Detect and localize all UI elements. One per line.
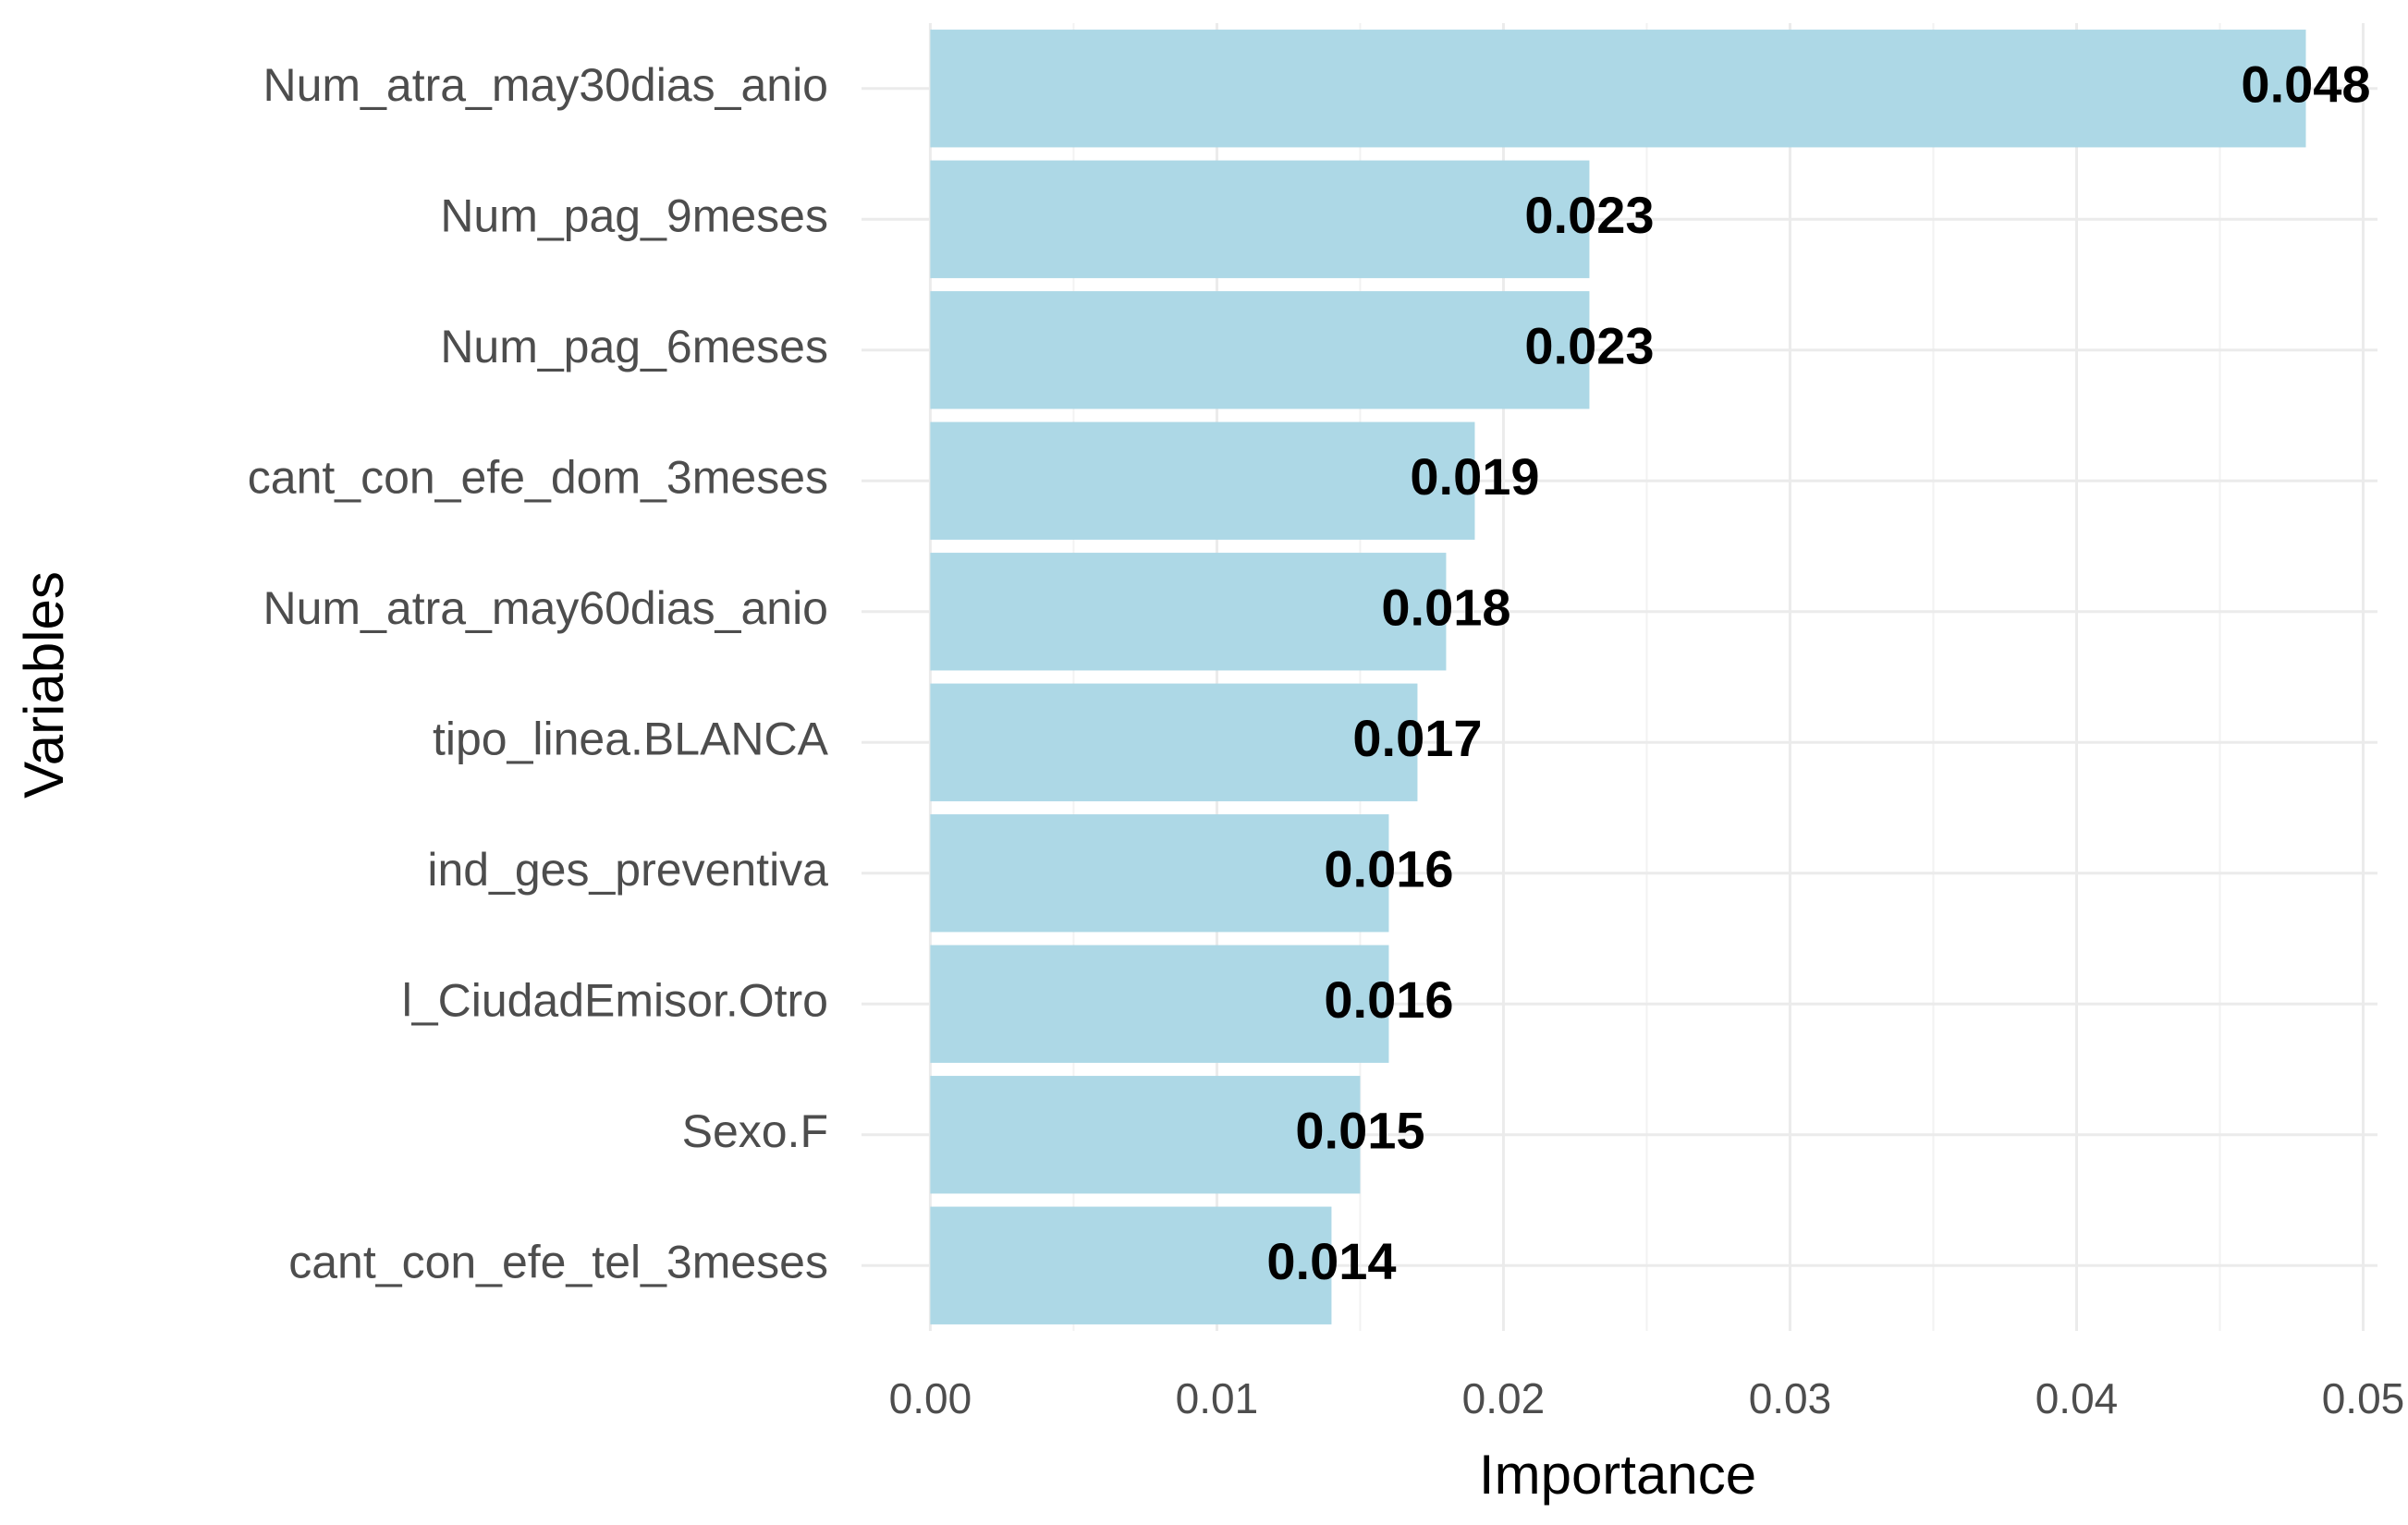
- data-label: 0.014: [1266, 1232, 1396, 1290]
- bar: [930, 1206, 1332, 1324]
- y-tick-label: Num_atra_may60dias_anio: [263, 582, 828, 634]
- data-label: 0.017: [1352, 709, 1482, 767]
- y-tick-label: Num_pag_6meses: [440, 321, 828, 372]
- x-tick-label: 0.05: [2322, 1374, 2405, 1422]
- y-tick-label: cant_con_efe_dom_3meses: [248, 451, 828, 503]
- data-label: 0.023: [1524, 317, 1654, 375]
- x-tick-label: 0.04: [2035, 1374, 2119, 1422]
- bar: [930, 553, 1447, 671]
- y-tick-label: Sexo.F: [682, 1105, 828, 1157]
- data-label: 0.016: [1324, 840, 1453, 898]
- y-tick-label: l_CiudadEmisor.Otro: [402, 974, 828, 1026]
- data-label: 0.016: [1324, 970, 1453, 1029]
- bar: [930, 421, 1475, 540]
- bar: [930, 30, 2306, 148]
- x-tick-label: 0.03: [1749, 1374, 1832, 1422]
- x-axis-title: Importance: [1479, 1444, 1756, 1506]
- y-tick-label: ind_ges_preventiva: [427, 844, 828, 896]
- x-tick-label: 0.02: [1462, 1374, 1546, 1422]
- y-tick-label: Num_pag_9meses: [440, 189, 828, 241]
- data-label: 0.018: [1381, 579, 1510, 637]
- data-label: 0.015: [1295, 1102, 1424, 1160]
- x-tick-label: 0.00: [889, 1374, 972, 1422]
- data-label: 0.048: [2241, 55, 2370, 114]
- y-tick-label: tipo_linea.BLANCA: [433, 713, 829, 764]
- bar: [930, 683, 1418, 801]
- y-tick-label: cant_con_efe_tel_3meses: [288, 1236, 828, 1287]
- y-axis-title: Variables: [13, 571, 75, 799]
- bar: [930, 1076, 1361, 1194]
- bar: [930, 814, 1389, 933]
- bar: [930, 291, 1590, 409]
- bar: [930, 945, 1389, 1063]
- bar: [930, 160, 1590, 278]
- data-label: 0.019: [1410, 447, 1539, 506]
- data-label: 0.023: [1524, 186, 1654, 244]
- x-tick-label: 0.01: [1176, 1374, 1259, 1422]
- y-tick-label: Num_atra_may30dias_anio: [263, 59, 828, 111]
